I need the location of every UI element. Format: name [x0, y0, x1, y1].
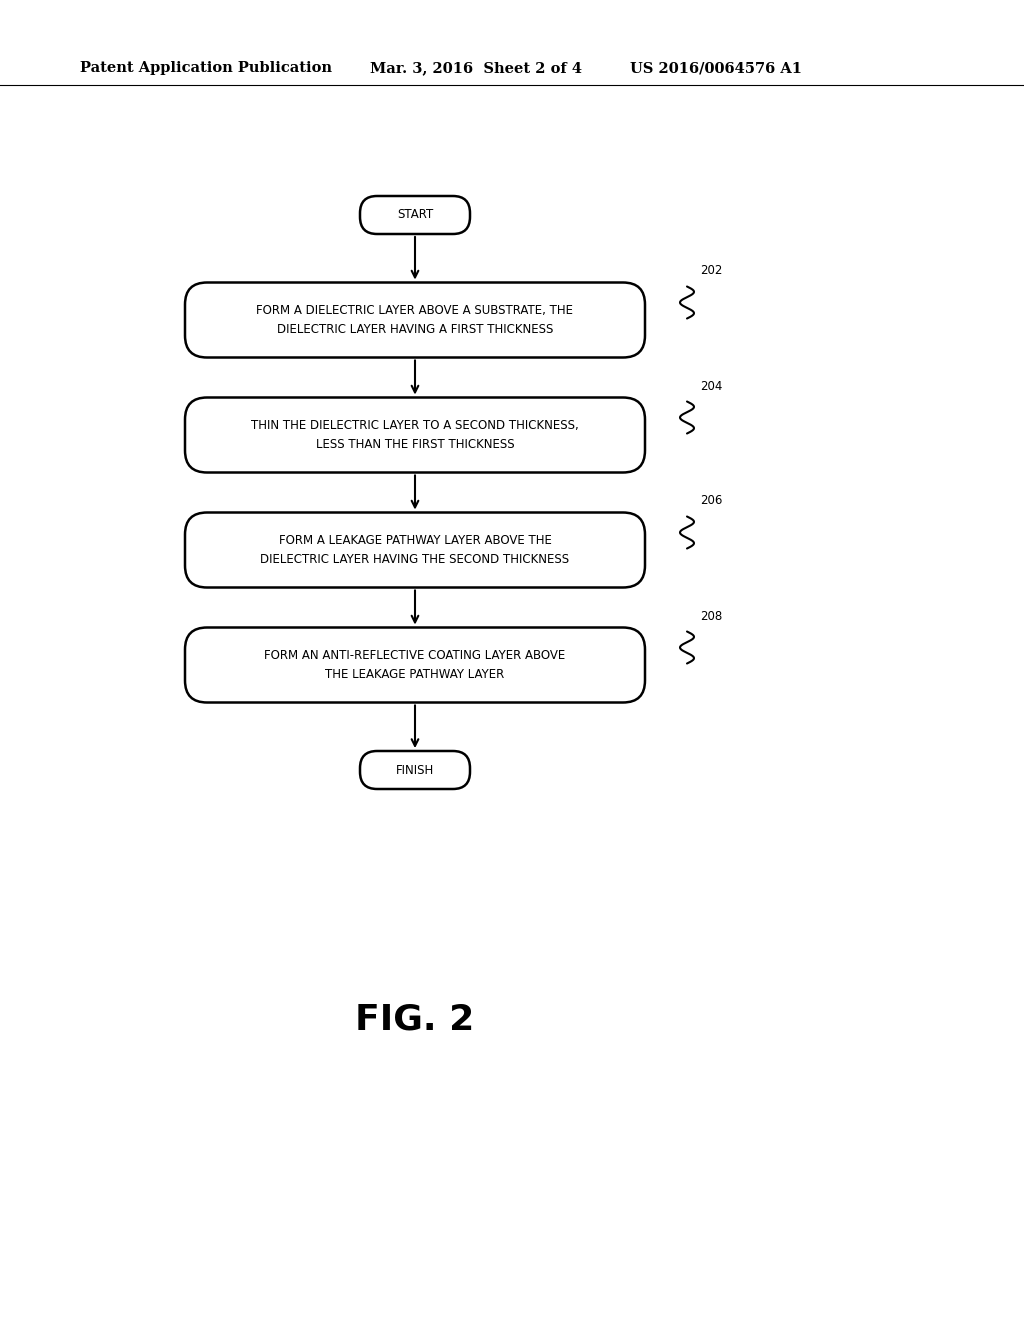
Text: FORM A DIELECTRIC LAYER ABOVE A SUBSTRATE, THE
DIELECTRIC LAYER HAVING A FIRST T: FORM A DIELECTRIC LAYER ABOVE A SUBSTRAT…: [256, 304, 573, 337]
Text: 208: 208: [700, 610, 722, 623]
Text: START: START: [397, 209, 433, 222]
Text: 204: 204: [700, 380, 722, 392]
Text: FORM A LEAKAGE PATHWAY LAYER ABOVE THE
DIELECTRIC LAYER HAVING THE SECOND THICKN: FORM A LEAKAGE PATHWAY LAYER ABOVE THE D…: [260, 535, 569, 566]
Text: Mar. 3, 2016  Sheet 2 of 4: Mar. 3, 2016 Sheet 2 of 4: [370, 61, 582, 75]
Text: FIG. 2: FIG. 2: [355, 1003, 475, 1038]
Text: FINISH: FINISH: [396, 763, 434, 776]
FancyBboxPatch shape: [185, 397, 645, 473]
Text: Patent Application Publication: Patent Application Publication: [80, 61, 332, 75]
Text: US 2016/0064576 A1: US 2016/0064576 A1: [630, 61, 802, 75]
Text: FORM AN ANTI-REFLECTIVE COATING LAYER ABOVE
THE LEAKAGE PATHWAY LAYER: FORM AN ANTI-REFLECTIVE COATING LAYER AB…: [264, 649, 565, 681]
Text: 206: 206: [700, 495, 722, 507]
Text: THIN THE DIELECTRIC LAYER TO A SECOND THICKNESS,
LESS THAN THE FIRST THICKNESS: THIN THE DIELECTRIC LAYER TO A SECOND TH…: [251, 418, 579, 451]
FancyBboxPatch shape: [185, 512, 645, 587]
FancyBboxPatch shape: [360, 195, 470, 234]
Text: 202: 202: [700, 264, 722, 277]
FancyBboxPatch shape: [360, 751, 470, 789]
FancyBboxPatch shape: [185, 627, 645, 702]
FancyBboxPatch shape: [185, 282, 645, 358]
